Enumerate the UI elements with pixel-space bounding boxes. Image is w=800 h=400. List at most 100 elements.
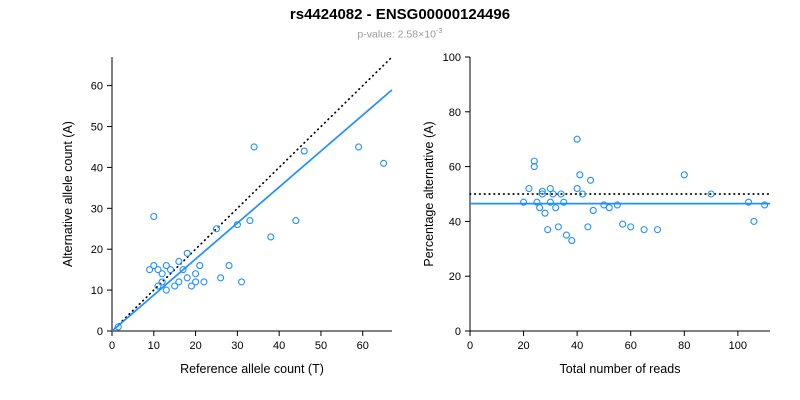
- y-tick-label: 60: [91, 81, 103, 93]
- identity-line: [111, 56, 393, 332]
- data-point: [536, 204, 544, 212]
- data-point: [196, 262, 204, 270]
- x-tick-label: 50: [315, 340, 327, 352]
- y-tick-label: 100: [443, 52, 461, 64]
- data-point: [233, 221, 241, 229]
- y-tick-label: 60: [449, 162, 461, 174]
- pvalue-text: p-value: 2.58×10: [357, 28, 436, 41]
- data-point: [246, 217, 254, 225]
- data-point: [150, 212, 158, 221]
- y-tick-label: 50: [91, 122, 103, 134]
- y-tick-label: 0: [97, 326, 103, 338]
- data-point: [192, 278, 200, 286]
- data-point: [640, 226, 648, 234]
- data-point: [560, 198, 568, 206]
- data-point: [538, 190, 546, 198]
- data-point: [538, 187, 546, 195]
- data-point: [162, 286, 170, 294]
- data-point: [627, 223, 635, 231]
- data-point: [613, 201, 621, 209]
- data-point: [578, 190, 587, 198]
- data-point: [750, 217, 758, 225]
- y-axis-label: Percentage alternative (A): [422, 121, 436, 266]
- data-point: [576, 171, 584, 179]
- data-point: [600, 201, 608, 209]
- data-point: [546, 198, 554, 206]
- data-point: [761, 201, 769, 209]
- data-point: [653, 226, 662, 234]
- data-point: [171, 282, 179, 290]
- data-point: [162, 262, 170, 270]
- data-point: [605, 204, 613, 212]
- y-tick-label: 10: [91, 285, 103, 297]
- x-tick-label: 60: [357, 340, 369, 352]
- data-point: [589, 206, 597, 214]
- data-point: [554, 223, 562, 231]
- data-point: [586, 176, 595, 184]
- data-point: [380, 159, 388, 167]
- data-point: [520, 198, 528, 206]
- data-point: [238, 278, 246, 286]
- x-tick-label: 0: [109, 340, 115, 352]
- data-point: [530, 163, 538, 171]
- data-point: [150, 262, 158, 270]
- y-tick-label: 20: [449, 271, 461, 283]
- data-point: [200, 278, 208, 286]
- data-point: [300, 147, 308, 155]
- plot-title: rs4424082 - ENSG00000124496: [289, 6, 511, 23]
- data-point: [562, 231, 570, 239]
- data-point: [158, 270, 166, 278]
- x-tick-label: 40: [571, 340, 583, 352]
- data-point: [546, 184, 554, 193]
- data-point: [175, 257, 183, 266]
- data-point: [225, 262, 233, 270]
- y-tick-label: 40: [449, 216, 461, 228]
- data-point: [541, 209, 549, 217]
- data-point: [292, 217, 300, 225]
- data-point: [549, 190, 557, 198]
- x-tick-label: 40: [273, 340, 285, 352]
- data-point: [154, 266, 162, 274]
- data-point: [680, 171, 688, 179]
- pvalue-exponent: -3: [435, 26, 443, 35]
- data-point: [217, 274, 225, 282]
- y-tick-label: 30: [91, 203, 103, 215]
- x-tick-label: 100: [729, 340, 747, 352]
- data-point: [533, 198, 541, 206]
- data-point: [568, 237, 576, 245]
- plot-subtitle: p-value: 2.58×10-3: [0, 26, 800, 41]
- x-tick-label: 60: [625, 340, 637, 352]
- regression-fit-line: [111, 89, 393, 332]
- data-point: [175, 278, 183, 286]
- data-point: [192, 270, 200, 278]
- x-tick-label: 10: [148, 340, 160, 352]
- data-point: [183, 274, 191, 282]
- data-point: [544, 226, 552, 234]
- data-point: [745, 198, 753, 206]
- x-tick-label: 0: [467, 340, 473, 352]
- data-point: [584, 223, 592, 231]
- x-axis-label: Reference allele count (T): [180, 362, 324, 376]
- data-point: [355, 143, 363, 151]
- data-point: [179, 266, 187, 274]
- data-point: [619, 220, 627, 228]
- data-point: [183, 249, 191, 257]
- data-point: [154, 282, 162, 290]
- x-axis-label: Total number of reads: [560, 362, 681, 376]
- y-tick-label: 20: [91, 244, 103, 256]
- data-point: [525, 184, 533, 193]
- data-point: [573, 184, 581, 193]
- plot-header: rs4424082 - ENSG00000124496 p-value: 2.5…: [0, 6, 800, 41]
- data-point: [250, 143, 258, 151]
- data-point: [573, 135, 581, 143]
- data-point: [557, 190, 565, 198]
- data-point: [146, 266, 154, 274]
- data-point: [552, 204, 560, 212]
- x-tick-label: 20: [517, 340, 529, 352]
- x-tick-label: 20: [189, 340, 201, 352]
- data-point: [187, 282, 195, 290]
- x-tick-label: 30: [231, 340, 243, 352]
- data-point: [267, 233, 275, 241]
- y-axis-label: Alternative allele count (A): [61, 121, 75, 267]
- data-point: [212, 225, 221, 233]
